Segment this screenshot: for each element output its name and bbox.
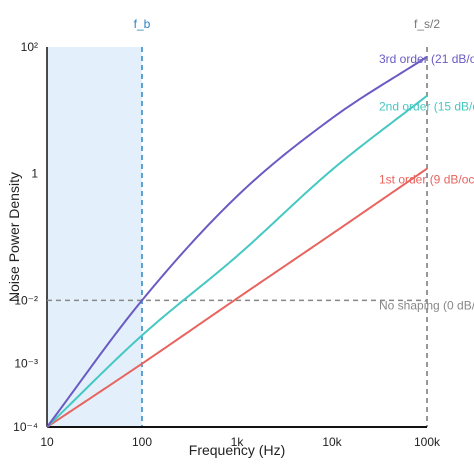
x-tick-label-4: 100k [414,435,441,449]
y-tick-label-4: 10⁻⁴ [13,420,38,434]
y-tick-label-3: 10⁻³ [14,357,38,371]
signal-band [47,47,142,427]
x-tick-label-0: 10 [40,435,54,449]
series-label-2: 2nd order (15 dB/oct) [379,100,474,114]
y-axis-label: Noise Power Density [6,172,22,302]
y-tick-label-0: 10² [21,40,38,54]
label-layer: 10 100 1k 10k 100k 10² 1 10⁻² 10⁻³ 10⁻⁴ f_b f_s/2 No… [13,17,474,449]
series-line-3 [46,55,428,428]
series-label-1: 1st order (9 dB/oct) [379,173,474,187]
series-label-0: No shaping (0 dB/oct) [379,298,474,312]
series-line-1 [46,167,428,428]
x-tick-label-2: 1k [231,435,245,449]
x-tick-label-3: 10k [322,435,342,449]
series-label-3: 3rd order (21 dB/oct) [379,52,474,66]
marker-label-1: f_s/2 [414,17,440,31]
x-axis-label: Frequency (Hz) [189,442,285,458]
band-layer [47,47,142,427]
y-tick-label-2: 10⁻² [14,293,38,307]
marker-label-0: f_b [134,17,151,31]
series-layer [46,55,428,428]
x-tick-label-1: 100 [132,435,152,449]
series-line-2 [46,94,428,428]
y-tick-label-1: 1 [31,167,38,181]
axes [46,47,427,428]
